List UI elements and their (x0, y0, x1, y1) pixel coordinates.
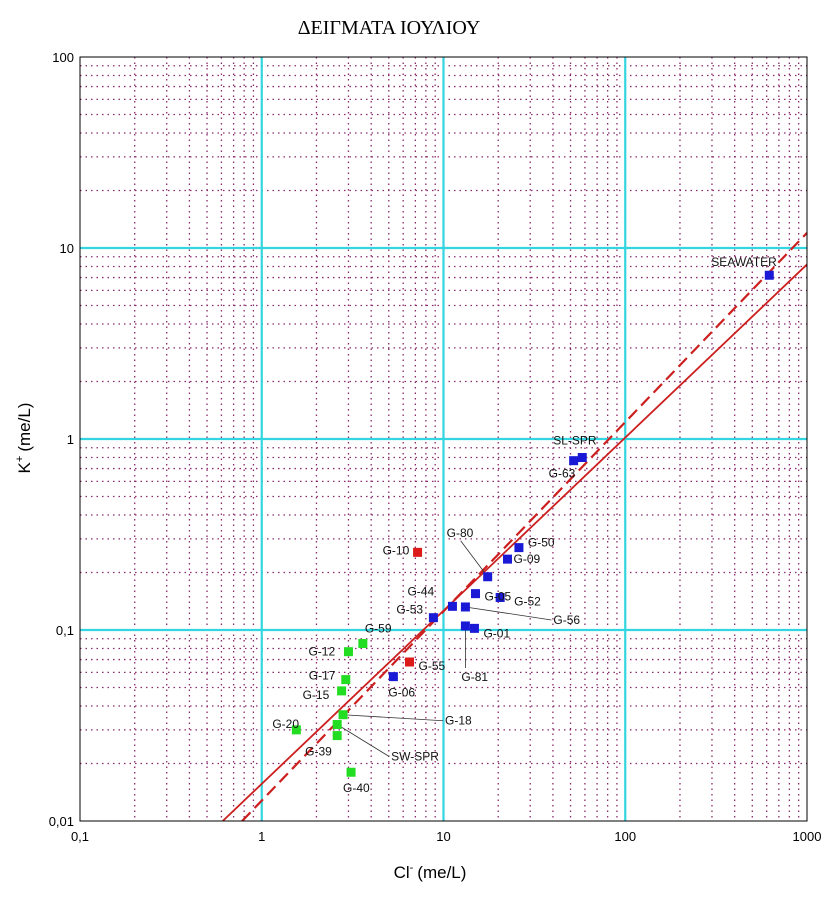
point-g-17 (341, 675, 351, 685)
point-label-g-17: G-17 (309, 669, 336, 683)
y-tick-label: 1 (67, 432, 74, 447)
point-label-g-44: G-44 (407, 584, 434, 598)
leader-line-g-56 (465, 606, 552, 621)
point-label-g-20: G-20 (272, 717, 299, 731)
point-label-g-01: G-01 (483, 626, 510, 640)
leader-line-sw-spr (336, 724, 390, 757)
point-label-g-15: G-15 (303, 688, 330, 702)
dashed-reference-line (241, 232, 808, 822)
point-g-52 (495, 592, 505, 602)
y-axis-title: K+ (me/L) (14, 403, 34, 474)
y-tick-label: 10 (60, 241, 74, 256)
point-g-50 (514, 543, 524, 553)
point-label-sw-spr: SW-SPR (391, 750, 439, 764)
point-label-g-63: G-63 (549, 467, 576, 481)
x-tick-label: 100 (614, 829, 636, 844)
label-leaders (336, 540, 552, 757)
point-label-g-52: G-52 (514, 594, 541, 608)
point-label-g-80: G-80 (447, 526, 474, 540)
x-tick-label: 0,1 (71, 829, 89, 844)
point-g-63 (569, 456, 579, 466)
point-label-g-50: G-50 (528, 536, 555, 550)
point-g-15 (337, 686, 347, 696)
plot-frame (79, 56, 808, 822)
leader-line-g-80 (460, 540, 488, 577)
chart-title: ΔΕΙΓΜΑΤΑ ΙΟΥΛΙΟΥ (298, 17, 481, 39)
point-label-g-40: G-40 (343, 781, 370, 795)
point-g-53 (428, 613, 438, 623)
point-label-g-09: G-09 (514, 552, 541, 566)
point-label-g-05: G-05 (485, 590, 512, 604)
y-tick-label: 100 (52, 50, 74, 65)
point-label-g-56: G-56 (553, 613, 580, 627)
y-tick-label: 0,01 (49, 814, 74, 829)
data-points (291, 270, 774, 777)
point-sl-spr (577, 453, 587, 463)
point-label-g-55: G-55 (418, 659, 445, 673)
point-g-39 (332, 731, 342, 741)
y-axis-label: K (15, 461, 34, 473)
y-axis-label-unit: (me/L) (15, 403, 34, 452)
point-g-06 (388, 672, 398, 682)
x-tick-label: 10 (436, 829, 450, 844)
point-g-20 (291, 725, 301, 735)
point-labels: SEAWATER SL-SPR G-63 G-50 G-09 G-80 G-05 G-52 G-… (272, 255, 777, 795)
point-g-80 (483, 572, 493, 582)
point-label-g-81: G-81 (461, 670, 488, 684)
x-tick-label: 1 (258, 829, 265, 844)
point-g-05 (471, 589, 481, 599)
leader-line-g-18 (342, 714, 444, 722)
reference-lines (222, 232, 808, 822)
point-g-01 (469, 623, 479, 633)
x-axis-label-sup: - (410, 862, 414, 874)
x-axis-label: Cl (394, 863, 410, 882)
point-label-g-12: G-12 (308, 645, 335, 659)
x-axis-title: Cl- (me/L) (394, 862, 467, 882)
point-label-g-18: G-18 (445, 714, 472, 728)
solid-reference-line (222, 263, 808, 822)
grid-layer (80, 57, 807, 821)
point-g-40 (346, 767, 356, 777)
point-sw-spr (332, 720, 342, 730)
point-label-g-10: G-10 (383, 543, 410, 557)
point-label-sl-spr: SL-SPR (553, 434, 597, 448)
point-label-g-53: G-53 (396, 603, 423, 617)
point-label-g-59: G-59 (365, 621, 392, 635)
point-g-18 (338, 710, 348, 720)
point-g-59 (358, 638, 368, 648)
point-g-10 (413, 547, 423, 557)
x-tick-label: 1000 (793, 829, 822, 844)
point-label-g-39: G-39 (305, 745, 332, 759)
point-g-81 (460, 621, 470, 631)
point-g-12 (343, 647, 353, 657)
point-seawater (764, 270, 774, 280)
point-g-55 (404, 657, 414, 667)
point-label-seawater: SEAWATER (711, 255, 777, 269)
y-tick-label: 0,1 (56, 623, 74, 638)
point-g-56 (460, 602, 470, 612)
x-axis-label-unit: (me/L) (417, 863, 466, 882)
point-g-44 (447, 601, 457, 611)
point-g-09 (503, 554, 513, 564)
y-axis-label-sup: + (14, 456, 26, 462)
point-label-g-06: G-06 (388, 686, 415, 700)
